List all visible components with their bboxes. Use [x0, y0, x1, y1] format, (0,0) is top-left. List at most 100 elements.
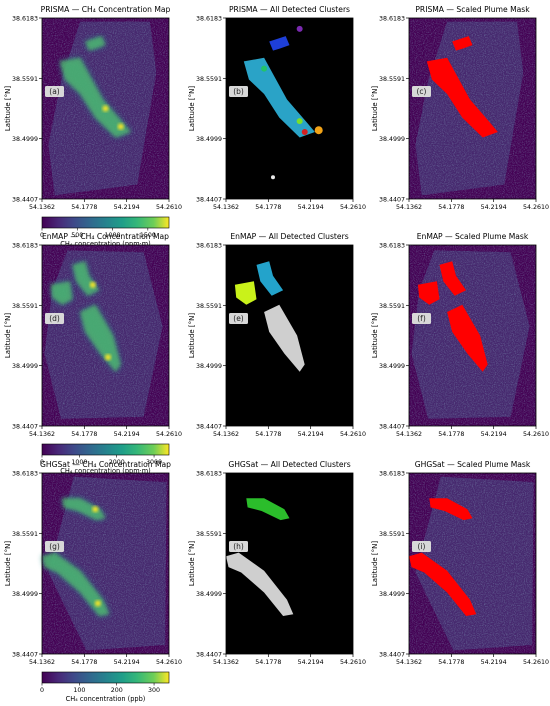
panel-letter: (h) — [233, 542, 244, 551]
y-tick-label: 38.4407 — [196, 424, 222, 431]
panel-title: EnMAP — CH₄ Concentration Map — [42, 232, 169, 241]
x-tick-label: 54.2194 — [481, 431, 507, 438]
axes-frame — [408, 244, 537, 427]
x-tick-label: 54.1778 — [438, 659, 464, 666]
plume-mask — [429, 498, 473, 521]
plume-core — [80, 304, 121, 372]
y-tick-label: 38.5591 — [196, 531, 222, 538]
y-tick-label: 38.4407 — [196, 652, 222, 659]
axes-frame — [225, 17, 354, 200]
plume-mask — [452, 36, 473, 51]
plume-mask — [439, 261, 467, 296]
y-tick-label: 38.5591 — [12, 76, 38, 83]
y-axis-label: Latitude [°N] — [371, 541, 379, 587]
panel-h: GHGSat — All Detected Clusters (h) 38.6183… — [188, 460, 366, 666]
cluster-region — [243, 57, 315, 138]
x-tick-label: 54.1362 — [29, 431, 55, 438]
x-tick-label: 54.2194 — [481, 204, 507, 211]
x-tick-label: 54.2610 — [340, 431, 366, 438]
y-tick-label: 38.4407 — [196, 197, 222, 204]
y-tick-label: 38.6183 — [196, 471, 222, 478]
panel-title: PRISMA — CH₄ Concentration Map — [41, 5, 171, 14]
y-axis-label: Latitude [°N] — [371, 313, 379, 359]
y-tick-label: 38.6183 — [196, 16, 222, 23]
y-tick-label: 38.4407 — [12, 652, 38, 659]
y-tick-label: 38.4999 — [12, 363, 38, 370]
hotspot — [92, 506, 99, 513]
x-tick-label: 54.1778 — [438, 204, 464, 211]
x-tick-label: 54.1362 — [213, 659, 239, 666]
y-tick-label: 38.4407 — [379, 424, 405, 431]
y-tick-label: 38.6183 — [12, 16, 38, 23]
panel-letter-box — [229, 313, 248, 325]
axes-frame — [41, 244, 170, 427]
x-tick-label: 54.1362 — [29, 659, 55, 666]
y-axis-label: Latitude [°N] — [4, 313, 12, 359]
y-tick-label: 38.5591 — [12, 531, 38, 538]
panel-title: GHGSat — CH₄ Concentration Map — [40, 460, 171, 469]
hotspot — [94, 600, 101, 607]
axes-frame — [41, 17, 170, 200]
y-tick-label: 38.4999 — [12, 136, 38, 143]
y-tick-label: 38.4999 — [196, 591, 222, 598]
panel-title: GHGSat — All Detected Clusters — [228, 460, 350, 469]
axes-frame — [41, 472, 170, 655]
x-tick-label: 54.2194 — [298, 659, 324, 666]
panel-letter: (e) — [233, 314, 244, 323]
x-tick-label: 54.2610 — [156, 659, 182, 666]
colorbar-gradient — [41, 216, 170, 229]
colorbar-label: CH₄ concentration (ppb) — [66, 695, 146, 703]
cluster-region — [269, 36, 290, 51]
plume-core — [62, 498, 106, 521]
plume-mask — [417, 281, 440, 305]
x-tick-label: 54.1362 — [213, 204, 239, 211]
hotspot — [105, 354, 112, 361]
cluster-blob — [296, 118, 303, 125]
x-tick-label: 54.2610 — [523, 659, 549, 666]
y-tick-label: 38.6183 — [379, 16, 405, 23]
hotspot — [102, 105, 109, 112]
panel-letter-box — [45, 313, 64, 325]
y-axis-label: Latitude [°N] — [4, 541, 12, 587]
y-tick-label: 38.5591 — [196, 303, 222, 310]
panel-title: PRISMA — All Detected Clusters — [229, 5, 350, 14]
x-tick-label: 54.1362 — [396, 204, 422, 211]
panel-letter: (g) — [49, 542, 60, 551]
cluster-blob — [270, 175, 275, 180]
y-tick-label: 38.4999 — [379, 363, 405, 370]
y-tick-label: 38.4407 — [12, 197, 38, 204]
colorbar-tick-label: 1000 — [105, 232, 121, 239]
x-tick-label: 54.1778 — [255, 659, 281, 666]
panel-letter: (a) — [49, 87, 60, 96]
y-tick-label: 38.6183 — [196, 243, 222, 250]
y-tick-label: 38.6183 — [379, 243, 405, 250]
colorbar-gradient — [41, 443, 170, 456]
plume-mask — [409, 552, 477, 616]
colorbar-label: CH₄ concentration (ppm·m) — [60, 240, 151, 248]
panel-b: PRISMA — All Detected Clusters (b) 38.6183… — [188, 5, 366, 211]
colorbar-gradient — [41, 671, 170, 684]
panel-i: GHGSat — Scaled Plume Mask (i) 38.6183 38.5… — [371, 460, 549, 666]
cluster-region — [264, 304, 305, 372]
x-tick-label: 54.2194 — [114, 431, 140, 438]
x-tick-label: 54.2610 — [156, 431, 182, 438]
x-tick-label: 54.2610 — [523, 431, 549, 438]
x-tick-label: 54.2194 — [298, 204, 324, 211]
colorbar-tick-label: 0 — [40, 687, 44, 694]
cluster-blob — [314, 126, 323, 135]
y-tick-label: 38.4407 — [379, 652, 405, 659]
x-tick-label: 54.1778 — [255, 431, 281, 438]
x-tick-label: 54.1778 — [71, 431, 97, 438]
y-tick-label: 38.5591 — [196, 76, 222, 83]
x-tick-label: 54.2610 — [156, 204, 182, 211]
cluster-blob — [301, 129, 308, 136]
cluster-region — [246, 498, 290, 521]
y-tick-label: 38.4999 — [379, 591, 405, 598]
axes-frame — [408, 472, 537, 655]
panel-title: PRISMA — Scaled Plume Mask — [415, 5, 530, 14]
colorbar-label: CH₄ concentration (ppm·m) — [60, 467, 151, 475]
hotspot — [89, 281, 96, 288]
plume-mask — [426, 57, 498, 138]
